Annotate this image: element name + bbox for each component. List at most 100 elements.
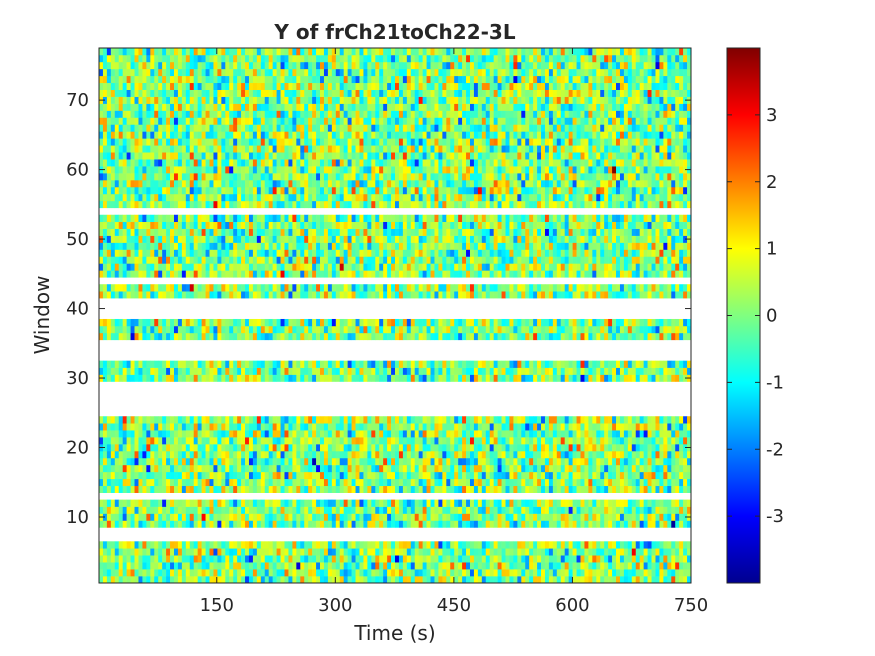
heatmap-cell (280, 457, 285, 466)
heatmap-cell (142, 444, 147, 452)
heatmap-cell (114, 430, 120, 438)
heatmap-cell (355, 548, 360, 556)
heatmap-cell (675, 325, 680, 334)
heatmap-cell (150, 318, 155, 327)
heatmap-cell (675, 284, 680, 292)
heatmap-cell (335, 249, 341, 257)
heatmap-cell (619, 478, 625, 487)
heatmap-cell (185, 284, 191, 292)
heatmap-cell (505, 360, 510, 368)
heatmap-cell (106, 485, 112, 493)
heatmap-cell (158, 457, 163, 466)
heatmap-cell (189, 541, 195, 549)
heatmap-cell (126, 520, 131, 528)
heatmap-cell (402, 270, 408, 278)
heatmap-cell (193, 284, 198, 292)
heatmap-cell (327, 284, 333, 292)
heatmap-cell (612, 360, 617, 368)
heatmap-cell (122, 325, 127, 334)
heatmap-cell (485, 437, 491, 445)
heatmap-cell (221, 249, 226, 257)
heatmap-cell (170, 506, 175, 514)
heatmap-cell (312, 457, 317, 466)
heatmap-cell (643, 499, 648, 507)
heatmap-cell (300, 569, 305, 577)
heatmap-cell (556, 332, 562, 341)
heatmap-cell (469, 541, 475, 549)
heatmap-cell (627, 374, 633, 382)
heatmap-cell (217, 423, 222, 431)
heatmap-cell (170, 478, 175, 487)
heatmap-cell (572, 367, 577, 375)
heatmap-cell (458, 325, 463, 334)
heatmap-cell (205, 437, 210, 445)
heatmap-cell (110, 263, 116, 271)
heatmap-cell (379, 270, 384, 278)
heatmap-cell (339, 562, 344, 570)
heatmap-cell (288, 332, 293, 341)
heatmap-cell (217, 291, 222, 299)
heatmap-cell (517, 263, 522, 271)
heatmap-cell (102, 569, 108, 577)
heatmap-cell (505, 416, 510, 424)
heatmap-cell (280, 450, 285, 459)
heatmap-cell (130, 325, 135, 334)
heatmap-cell (213, 485, 218, 493)
heatmap-cell (102, 499, 108, 507)
heatmap-cell (462, 270, 467, 278)
heatmap-cell (687, 450, 692, 459)
heatmap-cell (477, 325, 483, 334)
heatmap-cell (201, 291, 206, 299)
heatmap-cell (627, 444, 633, 452)
heatmap-cell (481, 457, 487, 466)
heatmap-cell (233, 318, 238, 327)
heatmap-cell (343, 499, 348, 507)
heatmap-cell (564, 541, 569, 549)
heatmap-cell (679, 513, 684, 521)
heatmap-cell (537, 576, 542, 584)
heatmap-cell (612, 562, 617, 570)
heatmap-cell (363, 450, 368, 459)
heatmap-cell (375, 416, 380, 424)
heatmap-cell (233, 367, 238, 375)
heatmap-cell (316, 270, 321, 278)
heatmap-cell (114, 256, 120, 264)
heatmap-cell (229, 464, 234, 473)
heatmap-cell (627, 471, 633, 480)
heatmap-cell (110, 249, 116, 257)
heatmap-cell (252, 367, 258, 375)
heatmap-cell (548, 249, 554, 257)
heatmap-cell (256, 270, 262, 278)
heatmap-cell (185, 242, 191, 250)
heatmap-cell (363, 506, 368, 514)
heatmap-cell (572, 569, 577, 577)
heatmap-cell (260, 471, 266, 480)
heatmap-cell (517, 464, 522, 473)
heatmap-cell (663, 450, 668, 459)
heatmap-cell (608, 256, 613, 264)
heatmap-cell (501, 444, 506, 452)
heatmap-cell (150, 270, 155, 278)
heatmap-cell (616, 520, 621, 528)
heatmap-cell (442, 423, 447, 431)
heatmap-cell (181, 506, 187, 514)
heatmap-cell (130, 367, 135, 375)
heatmap-cell (497, 249, 502, 257)
heatmap-cell (556, 318, 562, 327)
heatmap-cell (177, 325, 183, 334)
heatmap-cell (627, 457, 633, 466)
heatmap-cell (379, 325, 384, 334)
heatmap-cell (584, 513, 589, 521)
heatmap-cell (150, 284, 155, 292)
heatmap-cell (146, 416, 151, 424)
heatmap-cell (667, 360, 672, 368)
heatmap-cell (233, 423, 238, 431)
heatmap-cell (383, 263, 388, 271)
heatmap-cell (438, 499, 443, 507)
heatmap-cell (272, 430, 277, 438)
heatmap-cell (418, 541, 423, 549)
heatmap-cell (304, 249, 309, 257)
heatmap-cell (106, 291, 112, 299)
heatmap-cell (592, 249, 597, 257)
heatmap-cell (233, 541, 238, 549)
